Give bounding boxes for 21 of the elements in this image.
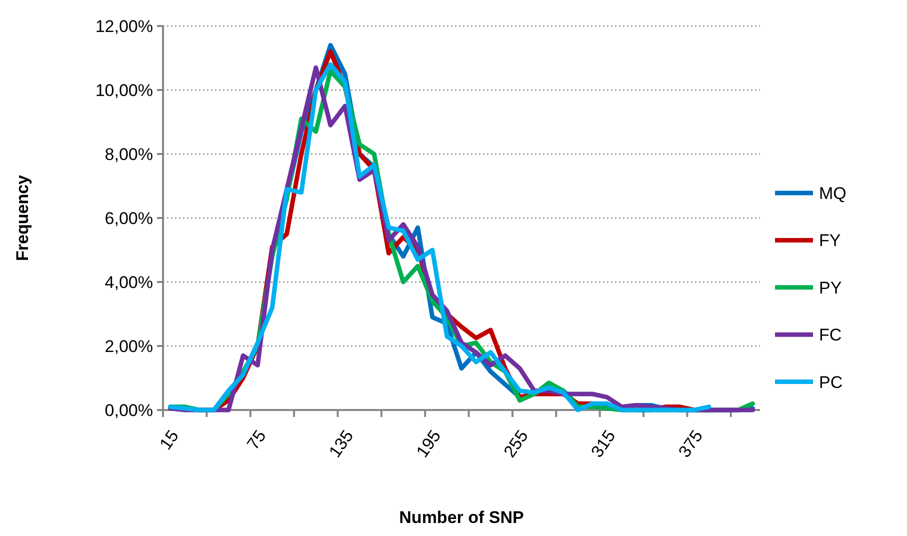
legend-label: MQ [819,184,846,203]
x-tick-label: 195 [412,426,445,461]
legend-label: FC [819,326,842,345]
x-axis-title: Number of SNP [399,508,524,527]
legend-label: PY [819,278,842,298]
legend-label: PC [819,372,843,392]
x-tick-label: 375 [674,426,707,461]
x-tick-label: 15 [156,426,182,454]
legend-label: FY [819,231,841,250]
y-tick-label: 6,00% [104,208,153,228]
y-tick-label: 2,00% [104,336,153,356]
y-tick-label: 10,00% [95,80,153,100]
y-tick-label: 4,00% [104,272,153,292]
y-tick-label: 12,00% [95,16,153,36]
y-axis-title: Frequency [13,174,32,261]
y-tick-label: 8,00% [104,144,153,164]
x-tick-label: 75 [243,426,270,454]
x-tick-label: 135 [325,426,358,461]
x-tick-label: 315 [587,426,620,461]
x-tick-label: 255 [500,426,532,461]
y-tick-label: 0,00% [104,400,153,420]
